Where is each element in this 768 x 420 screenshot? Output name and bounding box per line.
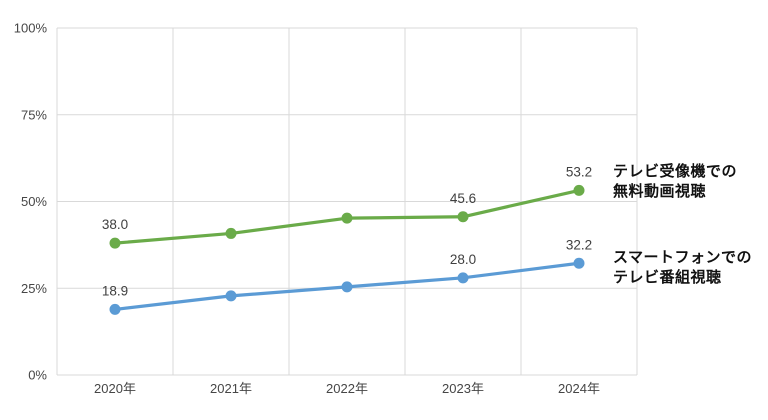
data-point: [341, 212, 353, 224]
legend-line: 無料動画視聴: [613, 183, 707, 200]
x-axis-tick-label: 2021年: [210, 381, 252, 396]
legend-label-smartphone-tv: スマートフォンでの テレビ番組視聴: [613, 248, 752, 288]
legend-label-tv-free-video: テレビ受像機での 無料動画視聴: [613, 162, 737, 202]
legend-line: テレビ番組視聴: [613, 269, 722, 286]
data-point: [225, 227, 237, 239]
data-point: [457, 272, 469, 284]
data-label: 18.9: [102, 283, 128, 298]
data-point: [457, 211, 469, 223]
x-axis-tick-label: 2022年: [326, 381, 368, 396]
data-label: 28.0: [450, 252, 476, 267]
data-point: [573, 184, 585, 196]
y-axis-tick-label: 100%: [14, 21, 48, 36]
x-axis-tick-label: 2020年: [94, 381, 136, 396]
data-point: [109, 303, 121, 315]
y-axis-tick-label: 50%: [21, 194, 47, 209]
x-axis-tick-label: 2023年: [442, 381, 484, 396]
data-label: 45.6: [450, 191, 476, 206]
x-axis-tick-label: 2024年: [558, 381, 600, 396]
data-label: 32.2: [566, 237, 592, 252]
data-point: [225, 290, 237, 302]
y-axis-tick-label: 0%: [28, 368, 47, 383]
data-point: [109, 237, 121, 249]
legend-line: テレビ受像機での: [613, 163, 738, 180]
data-point: [573, 257, 585, 269]
data-point: [341, 281, 353, 293]
data-label: 53.2: [566, 164, 592, 179]
y-axis-tick-label: 75%: [21, 107, 47, 122]
data-label: 38.0: [102, 217, 128, 232]
legend-line: スマートフォンでの: [613, 249, 753, 266]
y-axis-tick-label: 25%: [21, 281, 47, 296]
